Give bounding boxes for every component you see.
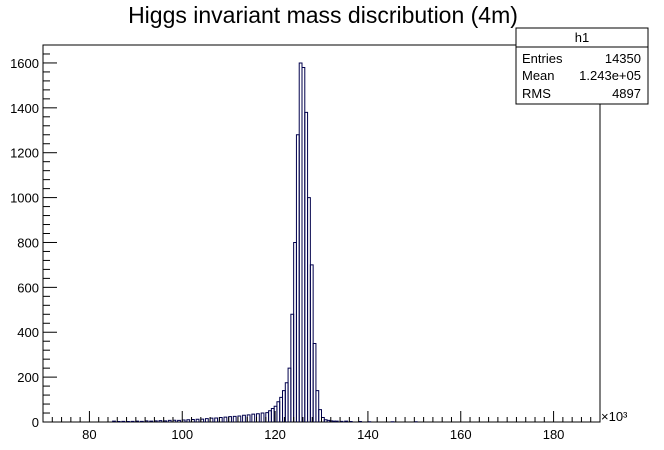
histogram-bin bbox=[121, 420, 126, 422]
x-axis-exponent: ×10³ bbox=[601, 409, 628, 424]
x-tick-label: 140 bbox=[357, 427, 379, 442]
x-tick-label: 100 bbox=[171, 427, 193, 442]
histogram-bin bbox=[214, 417, 219, 422]
histogram-bin bbox=[158, 420, 163, 422]
stats-mean-value: 1.243e+05 bbox=[579, 68, 641, 83]
stats-box: h1 Entries 14350 Mean 1.243e+05 RMS 4897 bbox=[515, 27, 649, 105]
y-tick-label: 600 bbox=[17, 280, 39, 295]
histogram-bin bbox=[315, 390, 320, 422]
histogram-bars bbox=[112, 62, 418, 423]
y-tick-label: 800 bbox=[17, 235, 39, 250]
histogram-bin bbox=[260, 412, 265, 422]
y-tick-label: 0 bbox=[32, 415, 39, 430]
histogram-bin bbox=[312, 342, 317, 422]
histogram-bin bbox=[204, 418, 209, 422]
x-tick-label: 180 bbox=[543, 427, 565, 442]
histogram-bin bbox=[167, 419, 172, 422]
histogram-bin bbox=[149, 420, 154, 422]
stats-rms-value: 4897 bbox=[612, 86, 641, 101]
y-tick-label: 1600 bbox=[10, 56, 39, 71]
histogram-bin bbox=[251, 413, 256, 422]
y-tick-label: 200 bbox=[17, 370, 39, 385]
y-tick-label: 1400 bbox=[10, 101, 39, 116]
y-tick-label: 1200 bbox=[10, 146, 39, 161]
histogram-bin bbox=[130, 420, 135, 422]
stats-mean-label: Mean bbox=[522, 68, 555, 83]
chart-title: Higgs invariant mass discribution (4m) bbox=[128, 2, 518, 28]
histogram-bin bbox=[139, 420, 144, 422]
x-tick-label: 80 bbox=[82, 427, 96, 442]
stats-entries-label: Entries bbox=[522, 51, 563, 66]
x-tick-label: 160 bbox=[450, 427, 472, 442]
histogram-bin bbox=[242, 414, 246, 422]
histogram-bin bbox=[186, 419, 191, 422]
histogram-bin bbox=[177, 419, 181, 422]
y-axis: 0 200 400 600 800 1000 1200 1400 1600 bbox=[10, 44, 57, 430]
histogram-bin bbox=[334, 420, 339, 422]
x-tick-label: 120 bbox=[264, 427, 286, 442]
x-axis: 80 100 120 140 160 180 bbox=[42, 411, 601, 442]
histogram-bin bbox=[223, 416, 228, 422]
stats-box-name: h1 bbox=[575, 30, 589, 45]
y-tick-label: 400 bbox=[17, 325, 39, 340]
histogram-bin bbox=[232, 415, 237, 422]
histogram-bin bbox=[112, 420, 116, 422]
histogram-bin bbox=[195, 418, 200, 422]
y-tick-label: 1000 bbox=[10, 191, 39, 206]
stats-rms-label: RMS bbox=[522, 86, 551, 101]
stats-entries-value: 14350 bbox=[605, 51, 641, 66]
histogram-bin bbox=[318, 409, 322, 422]
histogram-bin bbox=[344, 420, 348, 422]
